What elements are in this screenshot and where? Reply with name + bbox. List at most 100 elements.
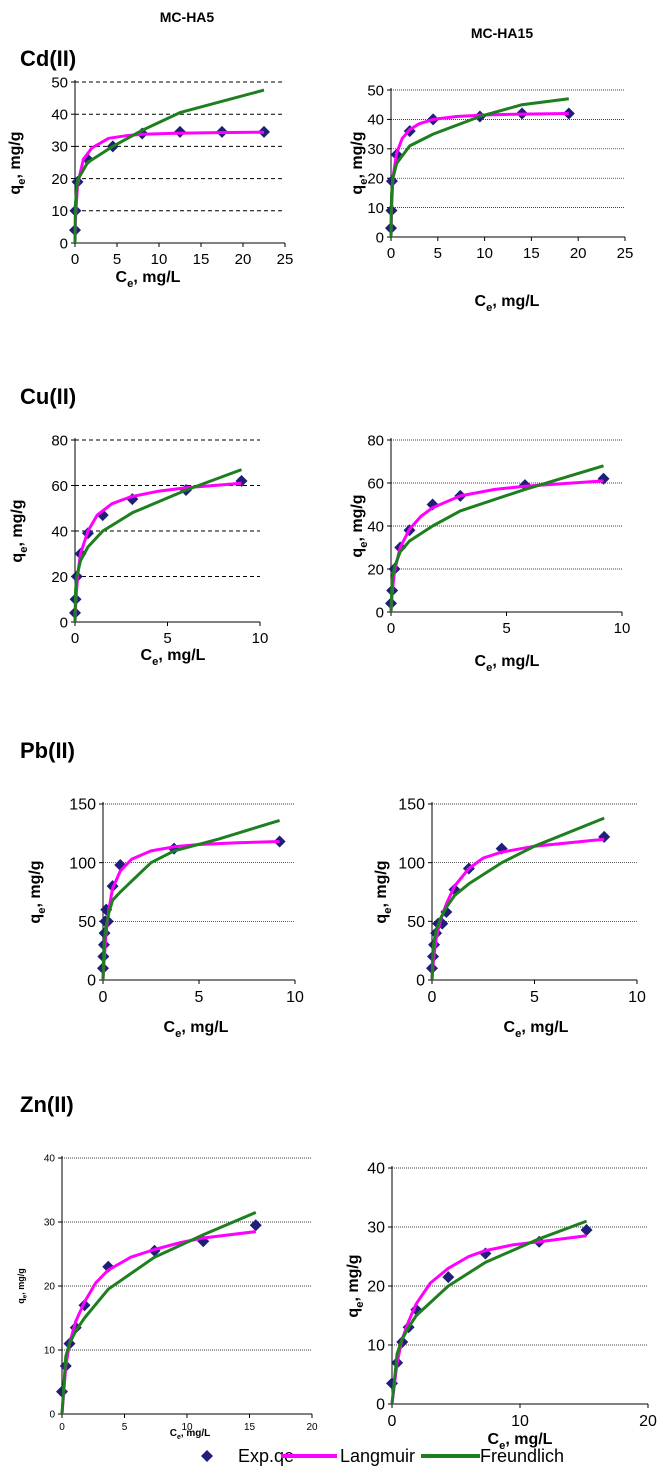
y-tick-label: 0 (416, 973, 425, 990)
y-axis-label: qe, mg/g (349, 131, 370, 194)
langmuir-line (73, 130, 265, 244)
y-tick-label: 20 (44, 1282, 56, 1293)
y-tick-label: 80 (367, 432, 384, 449)
y-axis-label: qe, mg/g (7, 131, 28, 194)
x-axis-label: Ce, mg/L (504, 1019, 569, 1040)
y-tick-label: 40 (367, 518, 384, 535)
row-title-zn: Zn(II) (20, 1092, 74, 1117)
x-tick-label: 20 (306, 1422, 318, 1433)
freundlich-line (73, 88, 265, 244)
x-tick-label: 15 (523, 245, 540, 262)
y-tick-label: 40 (51, 106, 68, 123)
freundlich-line (389, 464, 604, 613)
y-tick-label: 80 (51, 432, 68, 449)
x-tick-label: 20 (235, 251, 252, 268)
legend-entry-freundlich: Freundlich (421, 1446, 564, 1466)
langmuir-line (430, 837, 605, 981)
x-tick-label: 25 (617, 245, 634, 262)
y-tick-label: 40 (367, 112, 384, 129)
x-tick-label: 5 (163, 630, 171, 647)
x-tick-label: 0 (428, 989, 437, 1006)
x-tick-label: 0 (387, 245, 395, 262)
y-tick-label: 40 (367, 1161, 385, 1178)
row-title-pb: Pb(II) (20, 738, 75, 763)
x-axis-label: Ce, mg/L (116, 269, 181, 290)
y-tick-label: 100 (69, 855, 96, 872)
x-tick-label: 10 (151, 251, 168, 268)
y-axis-label: qe, mg/g (345, 1254, 366, 1317)
row-title-cd: Cd(II) (20, 46, 76, 71)
x-tick-label: 20 (570, 245, 587, 262)
y-axis-label: qe, mg/g (16, 1268, 29, 1304)
y-tick-label: 30 (51, 139, 68, 156)
y-tick-label: 50 (51, 74, 68, 91)
panel-2: 0 10 20 30 40 50 0 5 10 15 20 25 Ce, mg/L qe, mg/g (349, 82, 633, 314)
y-tick-label: 100 (398, 855, 425, 872)
y-tick-label: 150 (69, 797, 96, 814)
panel-3: 0 20 40 60 80 0 5 10 Ce, mg/L qe, mg/g (9, 432, 268, 668)
panel-8: 0 10 20 30 40 0 10 20 Ce, mg/L qe, mg/g (345, 1161, 657, 1452)
x-tick-label: 0 (71, 630, 79, 647)
freundlich-line (101, 818, 281, 981)
y-tick-label: 50 (407, 914, 425, 931)
y-tick-label: 20 (367, 170, 384, 187)
y-axis-label: qe, mg/g (373, 860, 394, 923)
langmuir-line (101, 840, 280, 981)
freundlich-line (430, 816, 605, 981)
freundlich-line (60, 1211, 257, 1415)
legend-exp-marker (201, 1450, 213, 1462)
x-tick-label: 0 (388, 1413, 397, 1430)
x-tick-label: 15 (244, 1422, 256, 1433)
y-tick-label: 60 (51, 478, 68, 495)
column-title-2: MC-HA15 (471, 25, 533, 41)
x-tick-label: 5 (195, 989, 204, 1006)
legend-entry-exp: Exp.qe (201, 1446, 294, 1466)
panel-5: 0 50 100 150 0 5 10 Ce, mg/L qe, mg/g (27, 797, 304, 1040)
exp-point (580, 1223, 593, 1236)
x-axis-label: Ce, mg/L (488, 1431, 553, 1452)
y-tick-label: 60 (367, 475, 384, 492)
panel-4: 0 20 40 60 80 0 5 10 Ce, mg/L qe, mg/g (349, 432, 630, 674)
y-tick-label: 20 (367, 1279, 385, 1296)
x-tick-label: 10 (252, 630, 269, 647)
exp-point (442, 1271, 455, 1284)
y-axis-label: qe, mg/g (27, 860, 48, 923)
y-tick-label: 20 (367, 561, 384, 578)
y-axis-label: qe, mg/g (349, 494, 370, 557)
exp-point (562, 107, 575, 120)
y-tick-label: 0 (60, 614, 68, 631)
y-tick-label: 150 (398, 797, 425, 814)
y-tick-label: 30 (367, 141, 384, 158)
exp-point (249, 1219, 262, 1232)
legend-entry-langmuir: Langmuir (281, 1446, 415, 1466)
y-tick-label: 0 (376, 1397, 385, 1414)
y-tick-label: 0 (376, 229, 384, 246)
langmuir-line (389, 479, 604, 613)
panel-7: 0 10 20 30 40 0 5 10 15 20 Ce, mg/L qe, mg/g (16, 1154, 318, 1442)
x-tick-label: 10 (628, 989, 646, 1006)
y-tick-label: 20 (51, 569, 68, 586)
x-tick-label: 0 (99, 989, 108, 1006)
column-title-1: MC-HA5 (160, 9, 215, 25)
x-tick-label: 0 (59, 1422, 65, 1433)
x-tick-label: 10 (476, 245, 493, 262)
x-axis-label: Ce, mg/L (170, 1428, 211, 1441)
legend-label-exp: Exp.qe (238, 1446, 294, 1466)
y-tick-label: 0 (49, 1410, 55, 1421)
x-tick-label: 10 (511, 1413, 529, 1430)
y-tick-label: 30 (367, 1220, 385, 1237)
x-tick-label: 5 (113, 251, 121, 268)
y-tick-label: 10 (51, 203, 68, 220)
x-tick-label: 5 (434, 245, 442, 262)
row-title-cu: Cu(II) (20, 384, 76, 409)
y-tick-label: 10 (44, 1346, 56, 1357)
langmuir-line (60, 1230, 256, 1415)
freundlich-line (389, 97, 569, 238)
y-tick-label: 40 (44, 1154, 56, 1165)
y-tick-label: 50 (367, 82, 384, 99)
x-tick-label: 5 (122, 1422, 128, 1433)
x-tick-label: 25 (277, 251, 294, 268)
x-tick-label: 10 (614, 620, 631, 637)
x-tick-label: 10 (286, 989, 304, 1006)
